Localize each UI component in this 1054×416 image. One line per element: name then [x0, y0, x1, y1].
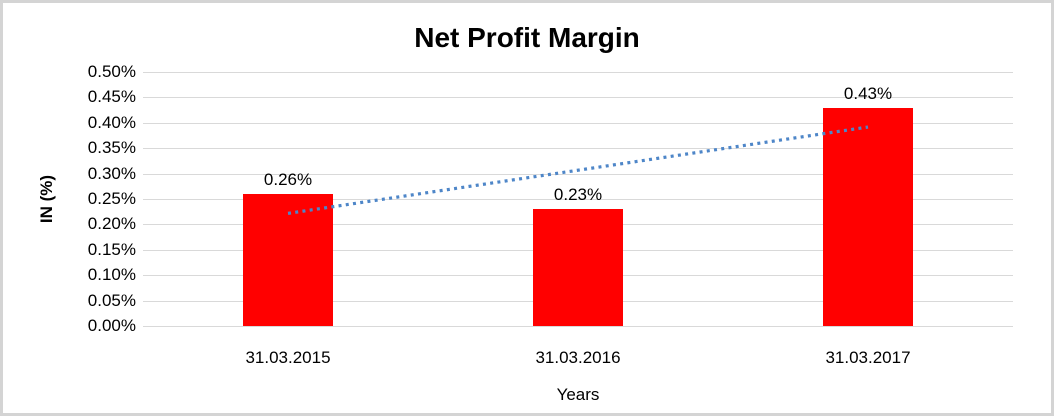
- y-tick-label: 0.30%: [87, 164, 136, 183]
- x-tick-label: 31.03.2016: [535, 348, 621, 367]
- y-tick-label: 0.10%: [87, 265, 136, 284]
- bar-value-label: 0.26%: [263, 170, 313, 189]
- y-tick-label: 0.20%: [87, 214, 136, 233]
- bar-value-label: 0.43%: [843, 84, 893, 103]
- gridline: [143, 97, 1013, 98]
- bar-value-label: 0.23%: [553, 185, 603, 204]
- bar-31.03.2017: [823, 108, 913, 326]
- y-tick-label: 0.00%: [87, 316, 136, 335]
- y-tick-label: 0.45%: [87, 87, 136, 106]
- y-tick-label: 0.15%: [87, 240, 136, 259]
- chart-title: Net Profit Margin: [414, 22, 640, 53]
- gridline: [143, 123, 1013, 124]
- y-tick-label: 0.35%: [87, 138, 136, 157]
- y-tick-label: 0.50%: [87, 62, 136, 81]
- bar-31.03.2015: [243, 194, 333, 326]
- bar-31.03.2016: [533, 209, 623, 326]
- y-tick-label: 0.05%: [87, 291, 136, 310]
- gridline: [143, 326, 1013, 327]
- x-tick-label: 31.03.2015: [245, 348, 331, 367]
- y-tick-label: 0.25%: [87, 189, 136, 208]
- gridline: [143, 72, 1013, 73]
- y-tick-label: 0.40%: [87, 113, 136, 132]
- x-tick-label: 31.03.2017: [825, 348, 911, 367]
- x-axis-title: Years: [556, 385, 600, 404]
